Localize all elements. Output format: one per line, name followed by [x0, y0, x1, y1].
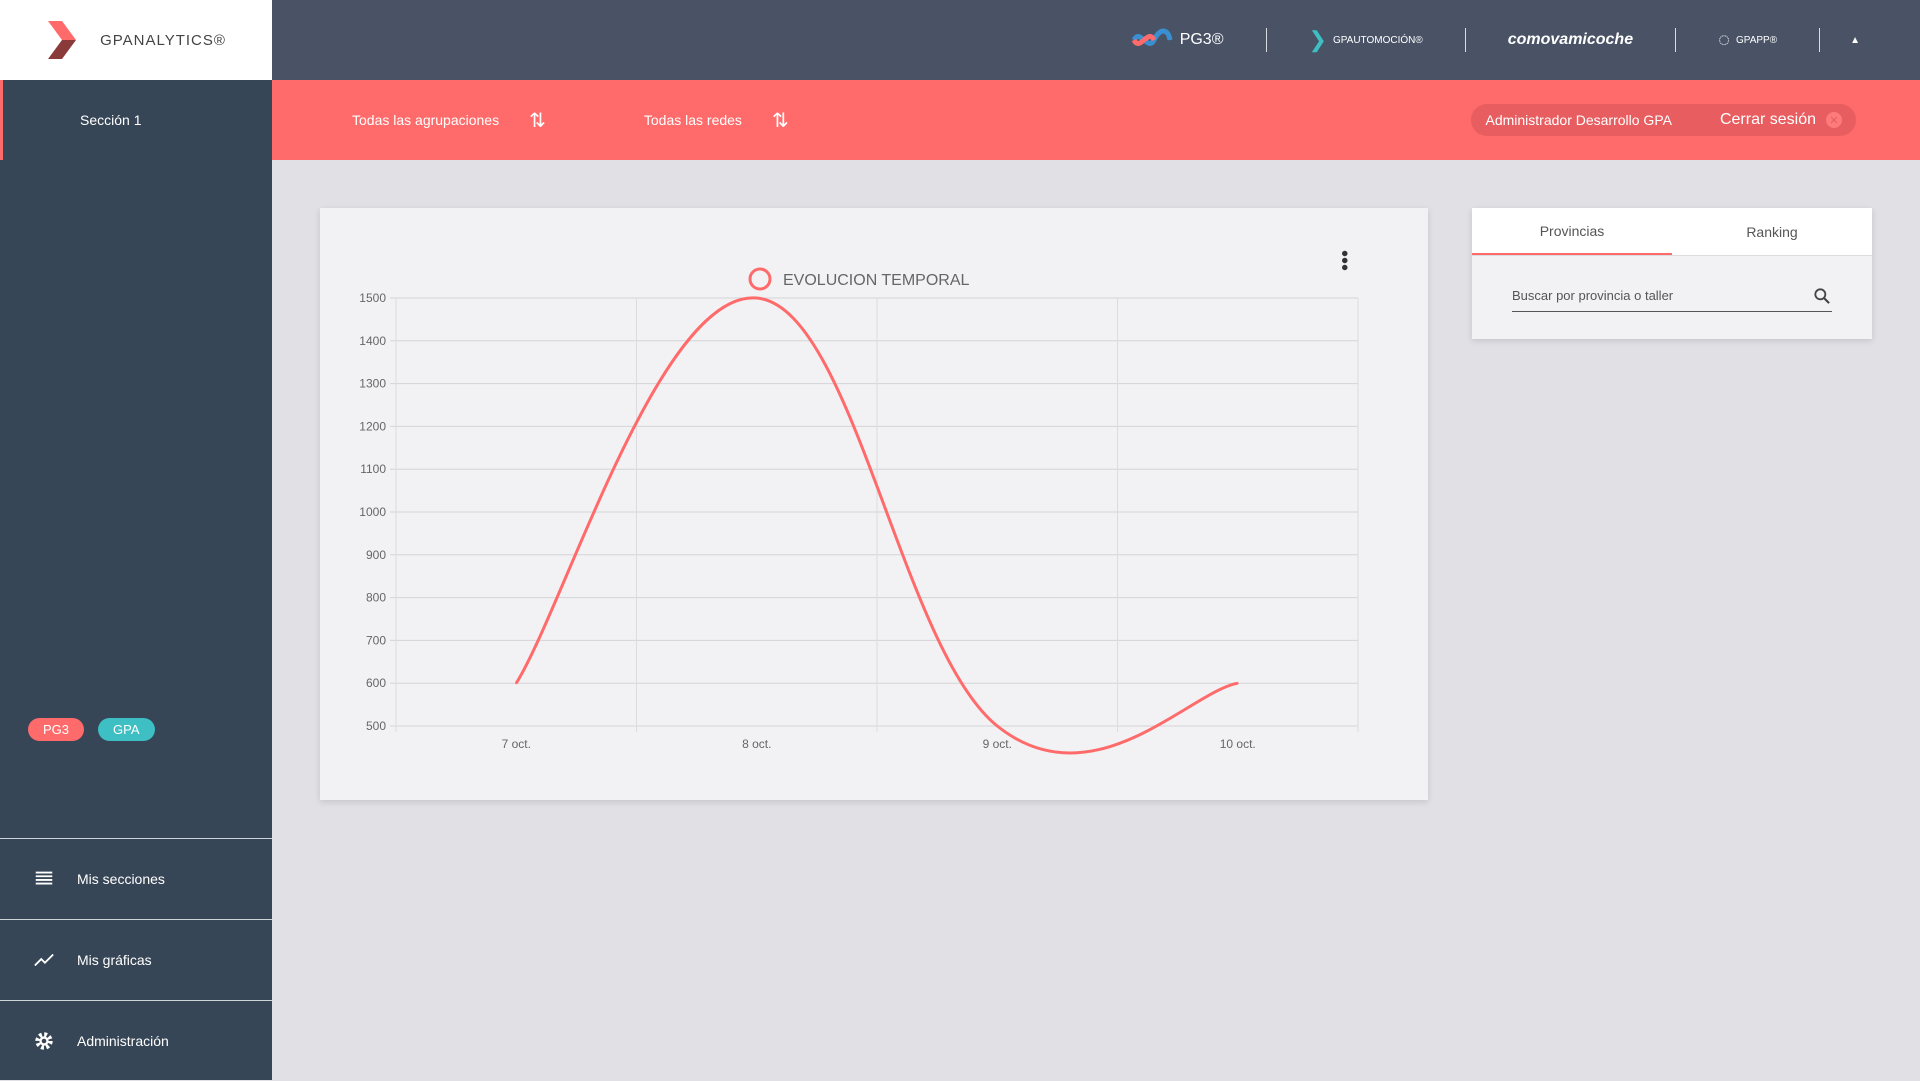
caret-up-icon[interactable]: ▲ — [1850, 34, 1860, 46]
pg3-logo-icon — [1131, 28, 1173, 46]
chart-line-icon — [34, 953, 54, 967]
tab-provincias[interactable]: Provincias — [1472, 208, 1672, 255]
brand-comovamicoche[interactable]: comovamicoche — [1466, 28, 1675, 52]
gpapp-logo-icon: ◌ — [1718, 28, 1730, 51]
close-icon: ✕ — [1826, 112, 1842, 128]
sidebar-item-label: Mis secciones — [77, 871, 165, 887]
line-chart: 500 600 700 800 900 1000 1100 1200 1300 1400 1500 7… — [359, 267, 1359, 755]
side-panel: Provincias Ranking — [1472, 208, 1872, 339]
y-tick-label: 1300 — [359, 377, 386, 391]
x-tick-label: 7 oct. — [502, 737, 531, 751]
y-tick-label: 1000 — [359, 505, 386, 519]
y-tick-label: 1400 — [359, 334, 386, 348]
brand-label: comovamicoche — [1507, 31, 1634, 48]
logo-text: GPANALYTICS® — [100, 31, 226, 49]
badge-gpa[interactable]: GPA — [98, 718, 155, 741]
y-tick-label: 800 — [366, 591, 386, 605]
logo[interactable]: GPANALYTICS® — [0, 0, 272, 80]
gpa-logo-icon — [48, 21, 77, 59]
x-tick-label: 9 oct. — [983, 737, 1012, 751]
logout-label: Cerrar sesión — [1719, 111, 1816, 128]
data-point — [1236, 682, 1239, 685]
top-bar: PG3® ❯ GPAUTOMOCIÓN® comovamicoche ◌ GPAPP… — [272, 0, 1920, 80]
sidebar-item-mis-secciones[interactable]: Mis secciones — [0, 838, 272, 919]
y-tick-label: 600 — [366, 676, 386, 690]
y-tick-label: 1100 — [360, 462, 386, 476]
sidebar-item-section-1[interactable]: Sección 1 — [0, 80, 272, 160]
gpautomocion-logo-icon: ❯ — [1308, 27, 1327, 52]
sidebar-item-administracion[interactable]: Administración — [0, 1000, 272, 1081]
tab-ranking[interactable]: Ranking — [1746, 223, 1798, 240]
divider — [1675, 28, 1677, 52]
networks-filter[interactable]: Todas las redes ⇅ — [644, 108, 789, 133]
filter-label: Todas las redes — [643, 112, 742, 128]
search-input[interactable] — [1512, 288, 1792, 303]
swap-icon[interactable]: ⇅ — [771, 109, 789, 132]
groupings-filter[interactable]: Todas las agrupaciones ⇅ — [352, 108, 546, 133]
sidebar-item-mis-graficas[interactable]: Mis gráficas — [0, 919, 272, 1000]
brand-pg3[interactable]: PG3® — [1088, 28, 1266, 52]
divider — [1464, 28, 1466, 52]
y-tick-label: 1200 — [359, 419, 386, 433]
search-field — [1512, 280, 1832, 312]
sidebar-item-label: Administración — [77, 1033, 169, 1049]
legend-label: EVOLUCION TEMPORAL — [783, 272, 970, 289]
badge-pg3[interactable]: PG3 — [28, 718, 85, 741]
data-point — [755, 297, 758, 299]
y-tick-label: 900 — [366, 548, 386, 562]
user-pill: Administrador Desarrollo GPA Cerrar sesi… — [1471, 104, 1856, 136]
filter-label: Todas las agrupaciones — [352, 112, 500, 128]
sidebar-item-label: Mis gráficas — [77, 952, 152, 968]
series-line — [514, 296, 1239, 755]
sidebar: Sección 1 PG3 GPA Mis secciones Mis gráf… — [0, 80, 272, 1080]
sidebar-item-label: Sección 1 — [80, 112, 142, 128]
brand-gpapp[interactable]: ◌ GPAPP® — [1676, 28, 1819, 52]
data-point — [996, 725, 999, 727]
brand-gpautomocion[interactable]: ❯ GPAUTOMOCIÓN® — [1267, 27, 1465, 52]
chart-card: ••• 500 600 700 800 900 1000 1100 1200 1300 1400 1… — [320, 208, 1428, 800]
logout-button[interactable]: Cerrar sesión ✕ — [1720, 111, 1842, 129]
gear-icon — [35, 1032, 53, 1050]
user-name: Administrador Desarrollo GPA — [1485, 112, 1672, 128]
search-icon[interactable] — [1812, 286, 1832, 306]
y-tick-label: 500 — [366, 719, 386, 733]
brand-label: GPAPP® — [1736, 34, 1778, 46]
filter-bar: Todas las agrupaciones ⇅ Todas las redes ⇅… — [272, 80, 1920, 160]
y-tick-label: 1500 — [359, 291, 386, 305]
list-icon — [35, 871, 53, 885]
brand-label: PG3® — [1179, 31, 1224, 48]
divider — [1265, 28, 1267, 52]
x-tick-label: 8 oct. — [742, 737, 771, 751]
x-tick-label: 10 oct. — [1220, 737, 1256, 751]
divider — [1819, 28, 1821, 52]
brand-label: GPAUTOMOCIÓN® — [1332, 34, 1423, 46]
data-point — [515, 682, 518, 685]
more-options-icon[interactable]: ••• — [1333, 250, 1355, 272]
y-tick-label: 700 — [366, 633, 386, 647]
legend-marker — [748, 267, 772, 291]
swap-icon[interactable]: ⇅ — [529, 109, 546, 132]
